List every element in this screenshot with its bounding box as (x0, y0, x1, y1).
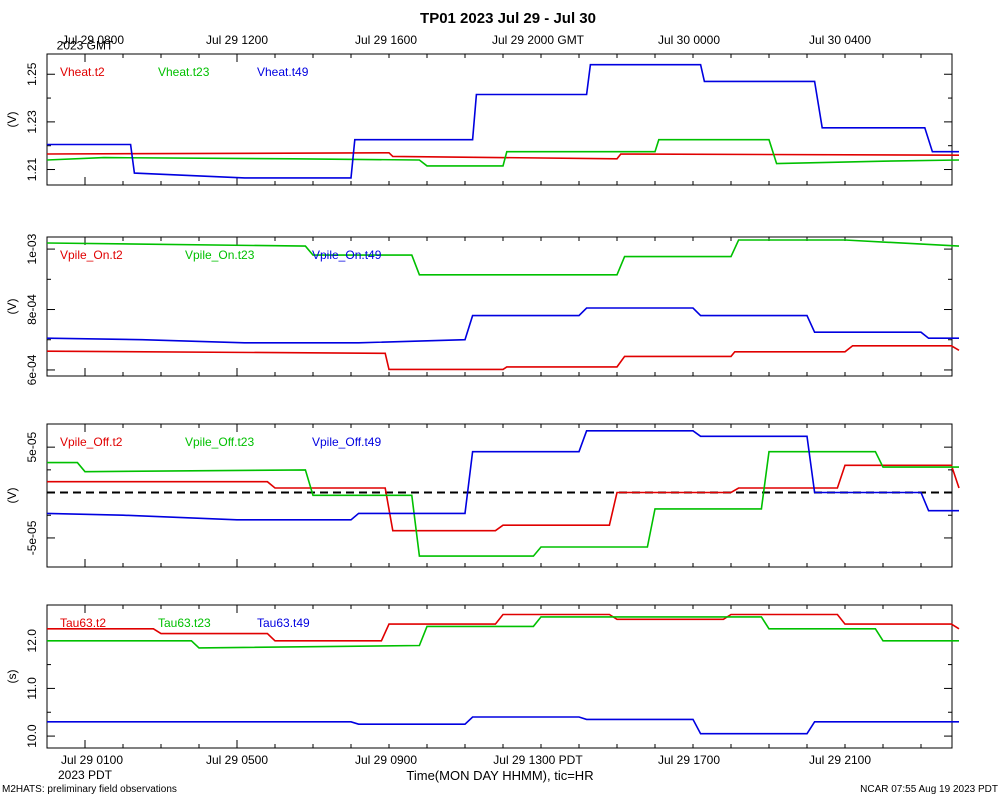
bottom-axis-sublabel: 2023 PDT (58, 768, 113, 782)
top-tick-label: Jul 29 0800 (62, 33, 124, 47)
top-tick-label: Jul 29 1600 (355, 33, 417, 47)
series-line-Vpile_Off.t49 (46, 429, 959, 521)
series-line-Tau63.t49 (47, 716, 959, 735)
series-line-Vpile_Off.t2 (47, 464, 960, 532)
y-tick-label: 10.0 (25, 724, 39, 748)
legend-Vpile_On.t23: Vpile_On.t23 (185, 248, 255, 262)
y-axis-label: (V) (5, 112, 19, 128)
panels: 1.21 1.23 1.25 (V) Vheat.t2 Vheat.t23 Vheat.t4… (5, 53, 960, 749)
legend-Vpile_Off.t49: Vpile_Off.t49 (312, 435, 381, 449)
panel-frame (46, 423, 953, 568)
series-line-Vheat.t23 (46, 138, 960, 167)
panel-1: 1.21 1.23 1.25 (V) Vheat.t2 Vheat.t23 Vheat.t4… (5, 53, 960, 186)
y-tick-label: 12.0 (25, 629, 39, 653)
legend-Vheat.t2: Vheat.t2 (60, 65, 105, 79)
legend-Vpile_On.t2: Vpile_On.t2 (60, 248, 123, 262)
bottom-tick-label: Jul 29 0100 (61, 753, 123, 767)
y-tick-label: 1.25 (25, 62, 39, 86)
bottom-tick-label: Jul 29 1300 PDT (493, 753, 583, 767)
legend-Tau63.t23: Tau63.t23 (158, 616, 211, 630)
top-time-axis: Jul 29 0800 Jul 29 1200 Jul 29 1600 Jul 29 … (57, 33, 872, 53)
series-line-Vpile_On.t2 (46, 344, 960, 371)
top-axis-sublabel: 2023 GMT (57, 39, 114, 53)
y-axis-label: (s) (5, 670, 19, 684)
top-tick-label: Jul 29 1200 (206, 33, 268, 47)
footer-left: M2HATS: preliminary field observations (2, 784, 177, 795)
bottom-tick-label: Jul 29 0900 (355, 753, 417, 767)
y-tick-label: 1e-03 (25, 233, 39, 264)
series-line-Tau63.t2 (47, 613, 960, 642)
legend-Vheat.t49: Vheat.t49 (257, 65, 309, 79)
bottom-tick-label: Jul 29 2100 (809, 753, 871, 767)
series-line-Vpile_On.t49 (46, 307, 959, 344)
y-axis-label: (V) (5, 299, 19, 315)
bottom-tick-label: Jul 29 0500 (206, 753, 268, 767)
legend-Tau63.t49: Tau63.t49 (257, 616, 310, 630)
top-tick-label: Jul 30 0400 (809, 33, 871, 47)
top-tick-label: Jul 30 0000 (658, 33, 720, 47)
y-tick-label: 6e-04 (25, 354, 39, 385)
series-line-Vpile_Off.t23 (47, 450, 959, 557)
legend-Tau63.t2: Tau63.t2 (60, 616, 106, 630)
y-tick-label: 1.23 (25, 110, 39, 134)
y-tick-label: 5e-05 (25, 431, 39, 462)
panel-frame (46, 236, 953, 377)
series-line-Vpile_On.t23 (46, 239, 960, 276)
bottom-time-axis: Jul 29 0100 Jul 29 0500 Jul 29 0900 Jul 29 … (58, 753, 871, 782)
top-tick-label: Jul 29 2000 GMT (492, 33, 585, 47)
panel-4: 10.0 11.0 12.0 (s) Tau63.t2 Tau63.t23 Tau63.t4… (5, 604, 960, 749)
y-axis-label: (V) (5, 488, 19, 504)
footer-right: NCAR 07:55 Aug 19 2023 PDT (860, 784, 998, 795)
y-tick-label: -5e-05 (25, 520, 39, 555)
y-tick-label: 1.21 (25, 158, 39, 182)
legend-Vheat.t23: Vheat.t23 (158, 65, 210, 79)
legend-Vpile_On.t49: Vpile_On.t49 (312, 248, 382, 262)
chart-title: TP01 2023 Jul 29 - Jul 30 (420, 10, 596, 27)
panel-2: 6e-04 8e-04 1e-03 (V) Vpile_On.t2 Vpile_On.t2… (5, 233, 960, 385)
series-line-Tau63.t23 (47, 616, 959, 649)
y-tick-label: 11.0 (25, 677, 39, 700)
bottom-tick-label: Jul 29 1700 (658, 753, 720, 767)
legend-Vpile_Off.t23: Vpile_Off.t23 (185, 435, 254, 449)
series-line-Vheat.t49 (47, 63, 959, 179)
x-axis-title: Time(MON DAY HHMM), tic=HR (406, 768, 593, 783)
panel-3: -5e-05 5e-05 (V) Vpile_Off.t2 Vpile_Off.t23 V… (5, 423, 960, 568)
legend-Vpile_Off.t2: Vpile_Off.t2 (60, 435, 123, 449)
y-tick-label: 8e-04 (25, 294, 39, 325)
